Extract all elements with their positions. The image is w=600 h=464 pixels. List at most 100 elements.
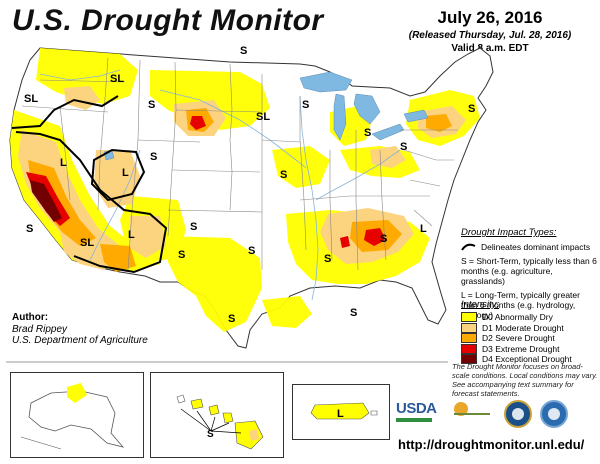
author-block: Author: Brad Rippey U.S. Department of A… — [12, 312, 148, 347]
intensity-label-d3: D3 Extreme Drought — [482, 343, 560, 354]
map-date: July 26, 2016 — [437, 8, 543, 27]
d0-pacific-northwest — [36, 48, 138, 104]
lake-michigan — [333, 93, 347, 141]
impact-line-pacific-nw — [11, 95, 119, 129]
hawaii-map: S — [176, 394, 264, 450]
intensity-item-d1: D1 Moderate Drought — [461, 322, 597, 334]
d4-areas — [30, 180, 62, 222]
intensity-item-d4: D4 Exceptional Drought — [461, 354, 597, 365]
puerto-rico-map: L — [310, 402, 378, 420]
logo-row: USDA — [396, 400, 596, 434]
usda-logo-text: USDA — [396, 400, 437, 417]
d2-arizona — [100, 244, 136, 272]
website-url[interactable]: http://droughtmonitor.unl.edu/ — [398, 437, 585, 452]
intensity-swatch-d3 — [461, 343, 477, 354]
impact-dominant-text: Delineates dominant impacts — [481, 242, 591, 252]
map-title: U.S. Drought Monitor — [12, 4, 324, 37]
disclaimer-note: The Drought Monitor focuses on broad-sca… — [452, 362, 598, 398]
date-block: July 26, 2016 (Released Thursday, Jul. 2… — [395, 8, 585, 54]
intensity-legend: Intensity: D0 Abnormally Dry D1 Moderate… — [461, 299, 597, 365]
impact-line-great-basin — [90, 148, 146, 202]
impact-legend: Drought Impact Types: Delineates dominan… — [461, 228, 597, 324]
impact-short-term-text: S = Short-Term, typically less than 6 mo… — [461, 256, 597, 286]
impact-heading: Drought Impact Types: — [461, 227, 557, 238]
mississippi-river — [299, 95, 319, 301]
intensity-heading: Intensity: — [461, 299, 500, 310]
impact-label-0: SL — [24, 93, 38, 105]
d0-central-plains — [272, 146, 330, 188]
impact-label-12: L — [128, 229, 135, 241]
impact-label-23: L — [420, 223, 427, 235]
intensity-label-d1: D1 Moderate Drought — [482, 322, 564, 333]
impact-label-15: S — [228, 313, 235, 325]
d3-southeast-b — [340, 236, 350, 248]
d1-new-mexico — [130, 216, 166, 258]
impact-label-14: S — [248, 245, 255, 257]
impact-label-10: S — [190, 221, 197, 233]
impact-long-term-text: L = Long-Term, typically greater than 6 … — [461, 290, 580, 320]
alaska-map — [20, 383, 125, 450]
ndmc-logo — [452, 400, 492, 430]
puerto-rico-l-label: L — [337, 408, 344, 420]
author-org: U.S. Department of Agriculture — [12, 335, 148, 346]
impact-label-8: S — [26, 223, 33, 235]
d0-texas — [168, 236, 262, 332]
ndmc-logo-mark — [454, 402, 490, 416]
missouri-river — [159, 89, 307, 169]
d3-northern-plains — [190, 116, 206, 130]
colorado-river — [89, 149, 141, 261]
impact-label-2: S — [148, 99, 155, 111]
impact-dominant-row: Delineates dominant impacts — [461, 242, 597, 252]
impact-label-18: S — [350, 307, 357, 319]
impact-label-19: S — [400, 141, 407, 153]
impact-boundaries — [11, 95, 168, 274]
impact-label-17: S — [380, 233, 387, 245]
lake-ontario — [403, 109, 429, 123]
intensity-label-d2: D2 Severe Drought — [482, 333, 555, 344]
hawaii-inset: S — [150, 372, 284, 458]
impact-label-5: S — [150, 151, 157, 163]
intensity-item-d2: D2 Severe Drought — [461, 333, 597, 344]
d1-ohio — [370, 146, 406, 168]
impact-label-4: SL — [256, 111, 270, 123]
intensity-swatch-d4 — [461, 354, 477, 365]
intensity-label-d0: D0 Abnormally Dry — [482, 312, 553, 323]
lake-superior — [299, 71, 353, 93]
intensity-swatch-d0 — [461, 312, 477, 323]
impact-label-20: S — [364, 127, 371, 139]
valid-time: Valid 8 a.m. EDT — [451, 43, 529, 54]
usda-logo: USDA — [396, 400, 437, 430]
noaa-seal-logo — [540, 400, 568, 428]
impact-label-7: L — [122, 167, 129, 179]
author-heading: Author: — [12, 312, 49, 323]
release-date: (Released Thursday, Jul. 28, 2016) — [408, 30, 572, 41]
columbia-river — [39, 69, 121, 81]
d2-northeast — [426, 114, 452, 132]
intensity-swatch-d2 — [461, 333, 477, 344]
impact-short-term-row: S = Short-Term, typically less than 6 mo… — [461, 256, 597, 286]
intensity-swatch-d1 — [461, 322, 477, 333]
commerce-seal-logo — [504, 400, 532, 428]
impact-label-9: S — [280, 169, 287, 181]
intensity-label-d4: D4 Exceptional Drought — [482, 354, 572, 365]
impact-label-22: S — [302, 99, 309, 111]
impact-label-11: SL — [80, 237, 94, 249]
impact-long-term-row: L = Long-Term, typically greater than 6 … — [461, 290, 597, 320]
intensity-item-d0: D0 Abnormally Dry — [461, 312, 597, 323]
rivers — [39, 69, 401, 301]
impact-label-21: S — [468, 103, 475, 115]
impact-line-west-l — [15, 131, 168, 274]
intensity-item-d3: D3 Extreme Drought — [461, 343, 597, 355]
impact-label-1: SL — [110, 73, 124, 85]
usda-logo-bar — [396, 418, 432, 422]
d0-gulf-coast — [262, 296, 312, 328]
great-lakes — [103, 71, 429, 161]
lake-huron — [353, 93, 381, 125]
impact-label-6: L — [60, 157, 67, 169]
state-borders — [21, 57, 458, 271]
puerto-rico-inset: L — [292, 384, 390, 440]
hawaii-s-label: S — [207, 429, 214, 440]
d3-southeast-a — [364, 228, 386, 246]
